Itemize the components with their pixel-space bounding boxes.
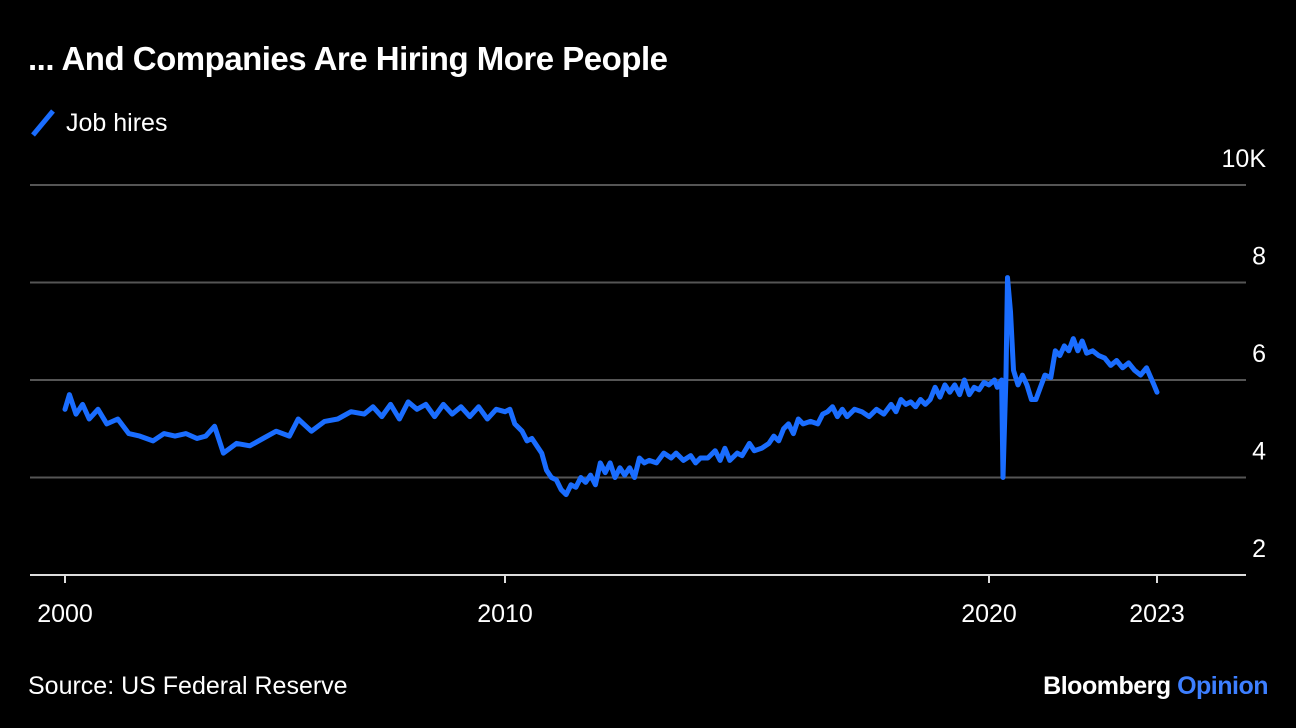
legend-label: Job hires — [66, 108, 168, 137]
y-tick-label: 10K — [1222, 145, 1267, 173]
y-tick-label: 8 — [1252, 243, 1266, 271]
x-tick-label: 2010 — [477, 600, 533, 628]
brand-name: Bloomberg — [1043, 672, 1171, 700]
gridlines — [30, 184, 1246, 479]
y-tick-label: 2 — [1252, 535, 1266, 563]
y-axis: 2 4 6 8 10K — [1222, 145, 1267, 563]
y-tick-label: 4 — [1252, 438, 1266, 466]
source-note: Source: US Federal Reserve — [28, 672, 348, 700]
chart-title: ... And Companies Are Hiring More People — [28, 40, 668, 77]
y-tick-label: 6 — [1252, 340, 1266, 368]
x-axis: 2000 2010 2020 2023 — [30, 574, 1246, 628]
brand-suffix: Opinion — [1177, 672, 1268, 700]
series-layer — [62, 275, 1160, 498]
legend-swatch-icon — [31, 109, 55, 137]
x-tick-label: 2023 — [1129, 600, 1185, 628]
legend: Job hires — [30, 106, 167, 140]
series-line-job-hires — [62, 275, 1160, 498]
brand-logo: Bloomberg Opinion — [1043, 672, 1268, 701]
x-tick-label: 2020 — [961, 600, 1017, 628]
x-tick-label: 2000 — [37, 600, 93, 628]
